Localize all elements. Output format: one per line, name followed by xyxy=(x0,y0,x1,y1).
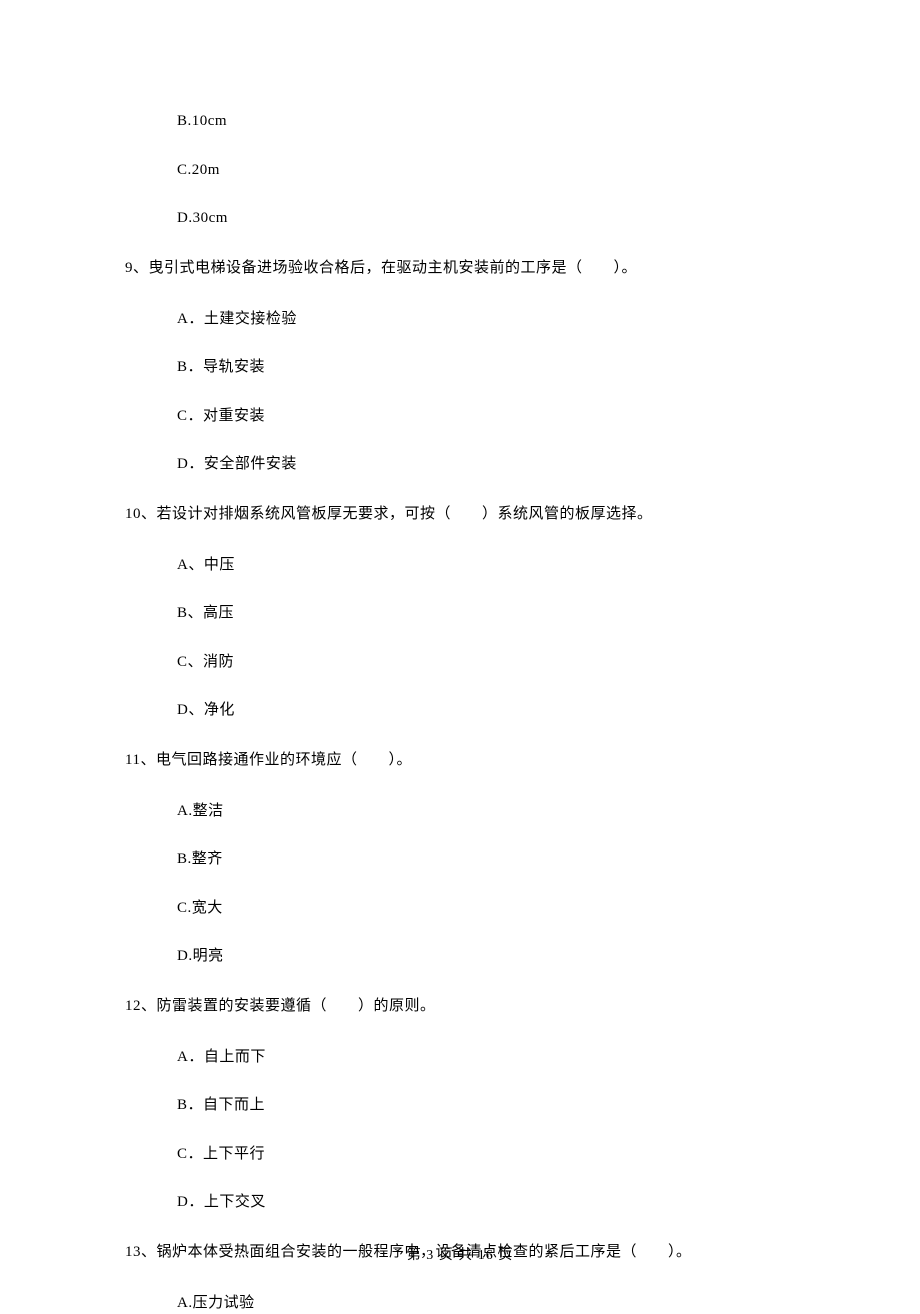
option-13a: A.压力试验 xyxy=(177,1292,795,1314)
option-11b: B.整齐 xyxy=(177,848,795,871)
option-9a: A．土建交接检验 xyxy=(177,308,795,331)
document-content: B.10cm C.20m D.30cm 9、曳引式电梯设备进场验收合格后，在驱动… xyxy=(125,110,795,1314)
page-footer: 第 3 页 共 16 页 xyxy=(0,1244,920,1264)
option-12d: D．上下交叉 xyxy=(177,1191,795,1214)
question-text: 若设计对排烟系统风管板厚无要求，可按（ ）系统风管的板厚选择。 xyxy=(157,506,653,522)
question-number: 11 xyxy=(125,752,140,768)
option-10b: B、高压 xyxy=(177,602,795,625)
question-text: 曳引式电梯设备进场验收合格后，在驱动主机安装前的工序是（ ）。 xyxy=(149,260,638,276)
option-9c: C．对重安装 xyxy=(177,405,795,428)
question-text: 防雷装置的安装要遵循（ ）的原则。 xyxy=(157,998,436,1014)
option-9d: D．安全部件安装 xyxy=(177,453,795,476)
question-12: 12、防雷装置的安装要遵循（ ）的原则。 xyxy=(125,994,795,1018)
orphan-option: D.30cm xyxy=(177,207,795,230)
option-12b: B．自下而上 xyxy=(177,1094,795,1117)
option-10d: D、净化 xyxy=(177,699,795,722)
question-number: 10 xyxy=(125,506,141,522)
option-10c: C、消防 xyxy=(177,651,795,674)
question-text: 电气回路接通作业的环境应（ ）。 xyxy=(156,752,412,768)
question-11: 11、电气回路接通作业的环境应（ ）。 xyxy=(125,748,795,772)
question-10: 10、若设计对排烟系统风管板厚无要求，可按（ ）系统风管的板厚选择。 xyxy=(125,502,795,526)
question-9: 9、曳引式电梯设备进场验收合格后，在驱动主机安装前的工序是（ ）。 xyxy=(125,256,795,280)
option-10a: A、中压 xyxy=(177,554,795,577)
option-11d: D.明亮 xyxy=(177,945,795,968)
option-11c: C.宽大 xyxy=(177,897,795,920)
question-number: 12 xyxy=(125,998,141,1014)
orphan-option: C.20m xyxy=(177,159,795,182)
option-11a: A.整洁 xyxy=(177,800,795,823)
orphan-option: B.10cm xyxy=(177,110,795,133)
option-12a: A．自上而下 xyxy=(177,1046,795,1069)
option-9b: B．导轨安装 xyxy=(177,356,795,379)
question-number: 9 xyxy=(125,260,133,276)
option-12c: C．上下平行 xyxy=(177,1143,795,1166)
